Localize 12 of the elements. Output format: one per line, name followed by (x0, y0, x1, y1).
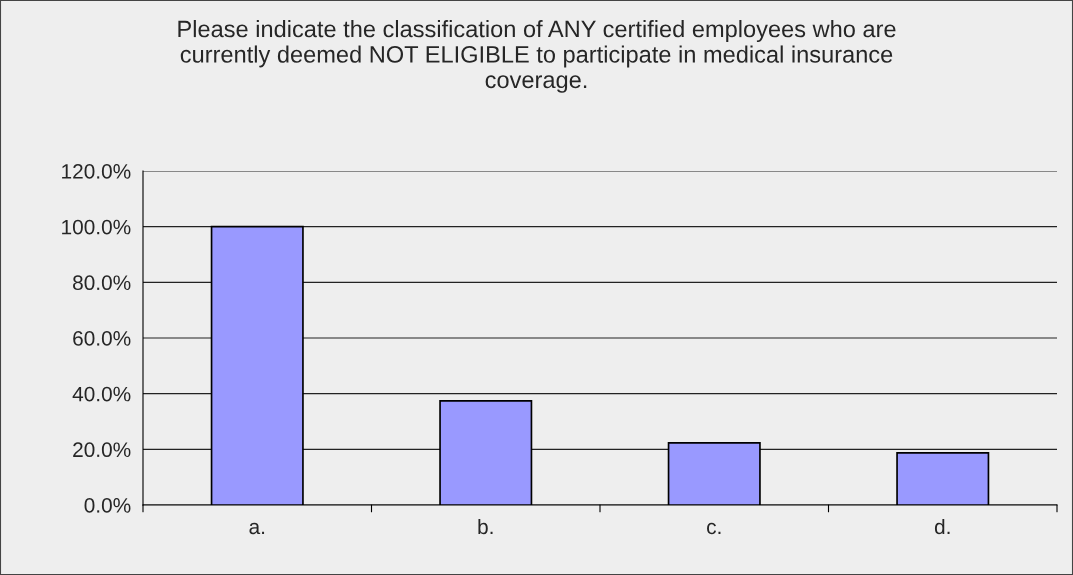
y-tick-label: 20.0% (73, 442, 131, 458)
x-tick-label: c. (707, 522, 721, 535)
y-tick-label: 0.0% (84, 498, 131, 513)
y-tick-label: 100.0% (62, 219, 131, 235)
y-tick-label: 120.0% (62, 164, 131, 179)
x-tick-label: d. (934, 518, 950, 535)
chart-title: Please indicate the classification of ANY certified employees who are currently deemed NOT ELIGIBLE to participate in medical insurance coverage. (178, 20, 896, 93)
y-tick-label: 60.0% (73, 331, 131, 346)
x-tick-label: a. (249, 522, 265, 535)
x-tick-label: b. (478, 518, 493, 535)
y-tick-label: 80.0% (73, 275, 131, 291)
y-tick-label: 40.0% (72, 386, 131, 402)
